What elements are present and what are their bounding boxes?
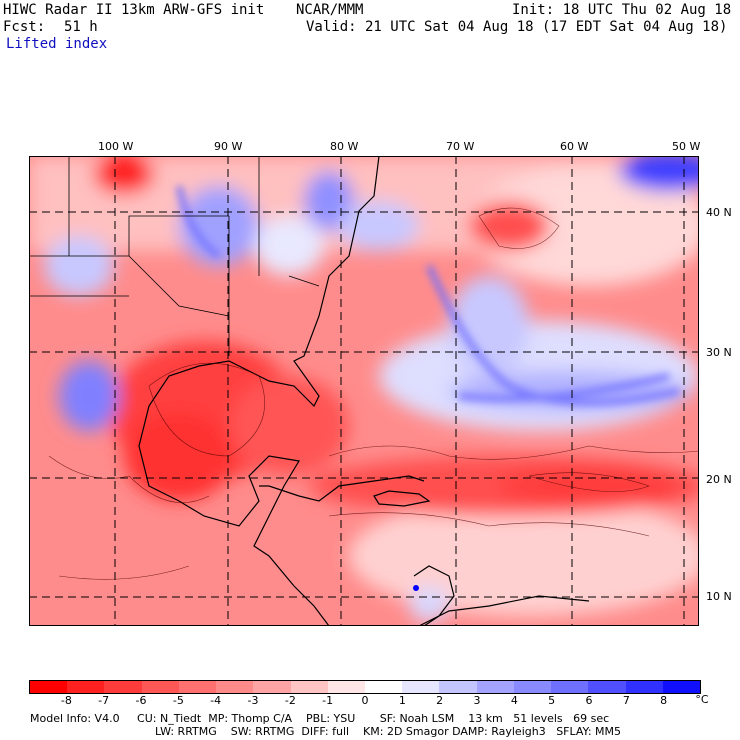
colorbar-segment xyxy=(476,681,514,693)
colorbar-tick: -6 xyxy=(135,694,147,707)
colorbar-tick: -8 xyxy=(60,694,72,707)
lifted-index-map xyxy=(29,156,699,626)
colorbar-segment xyxy=(662,681,700,693)
colorbar-segment xyxy=(402,681,440,693)
colorbar-segment xyxy=(253,681,291,693)
colorbar-segment xyxy=(30,681,68,693)
field-name: Lifted index xyxy=(6,36,108,52)
colorbar-tick: -3 xyxy=(247,694,259,707)
colorbar-tick: 8 xyxy=(660,694,668,707)
lon-label: 90 W xyxy=(214,140,243,153)
lat-label: 20 N xyxy=(706,473,732,486)
colorbar-tick: 1 xyxy=(398,694,406,707)
colorbar-tick: -2 xyxy=(284,694,296,707)
colorbar-segment xyxy=(439,681,477,693)
lat-label: 30 N xyxy=(706,346,732,359)
colorbar-segment xyxy=(178,681,217,693)
colorbar-segment xyxy=(551,681,589,693)
colorbar-segment xyxy=(104,681,142,693)
colorbar-tick: 6 xyxy=(585,694,593,707)
colorbar-tick: 4 xyxy=(510,694,518,707)
colorbar-tick: 7 xyxy=(622,694,630,707)
lon-label: 80 W xyxy=(330,140,359,153)
colorbar-segment xyxy=(67,681,105,693)
colorbar-tick: -7 xyxy=(98,694,110,707)
lat-label: 10 N xyxy=(706,590,732,603)
fcst-value: 51 h xyxy=(64,19,98,35)
colorbar-segment xyxy=(290,681,328,693)
valid-time: Valid: 21 UTC Sat 04 Aug 18 (17 EDT Sat … xyxy=(306,19,728,35)
colorbar-unit: °C xyxy=(695,693,709,706)
init-time: Init: 18 UTC Thu 02 Aug 18 xyxy=(512,2,732,18)
lon-label: 50 W xyxy=(672,140,701,153)
colorbar-tick: 2 xyxy=(436,694,444,707)
lon-label: 60 W xyxy=(560,140,589,153)
map-frame xyxy=(29,156,699,626)
colorbar-tick: 0 xyxy=(361,694,369,707)
fcst-label: Fcst: xyxy=(3,19,46,35)
lon-label: 100 W xyxy=(98,140,134,153)
blue-dot xyxy=(413,585,419,591)
model-info-line1: Model Info: V4.0 CU: N_Tiedt MP: Thomp C… xyxy=(30,712,610,725)
colorbar-segment xyxy=(216,681,254,693)
state-borders xyxy=(29,156,320,356)
colorbar-segment xyxy=(141,681,179,693)
colorbar-segment xyxy=(588,681,626,693)
lat-label: 40 N xyxy=(706,206,732,219)
colorbar-tick: -5 xyxy=(172,694,184,707)
contour-lines xyxy=(48,207,699,580)
model-title: HIWC Radar II 13km ARW-GFS init xyxy=(3,2,265,18)
grid-lines xyxy=(29,156,699,626)
org-label: NCAR/MMM xyxy=(296,2,364,18)
model-info-line2: LW: RRTMG SW: RRTMG DIFF: full KM: 2D Sm… xyxy=(155,725,621,738)
colorbar-tick: -4 xyxy=(210,694,222,707)
colorbar-tick: 5 xyxy=(548,694,556,707)
colorbar-segment xyxy=(513,681,552,693)
colorbar-segment xyxy=(625,681,663,693)
colorbar-segment xyxy=(327,681,365,693)
lon-label: 70 W xyxy=(446,140,475,153)
colorbar xyxy=(29,680,701,694)
blue-bands xyxy=(175,185,680,406)
colorbar-tick: 3 xyxy=(473,694,481,707)
colorbar-segment xyxy=(364,681,403,693)
colorbar-tick: -1 xyxy=(322,694,334,707)
coastlines xyxy=(138,156,590,626)
instability-fields xyxy=(29,156,699,622)
